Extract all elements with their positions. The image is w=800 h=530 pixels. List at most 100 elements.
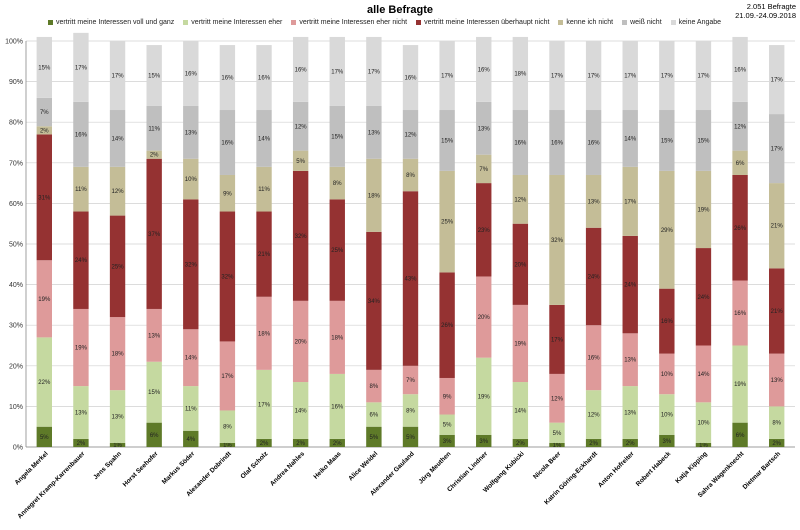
data-label: 17% [661,74,674,80]
data-label: 24% [588,274,601,280]
bar-segment [732,345,748,423]
bar-segment [256,211,272,297]
bar-segment [659,288,675,354]
data-label: 17% [75,65,88,71]
bar-segment [512,223,529,305]
data-label: 31% [38,195,51,201]
data-label: 16% [734,67,747,73]
data-label: 17% [112,74,125,80]
data-label: 25% [112,264,125,270]
bar-segment [732,174,748,281]
bar-segment [695,248,712,346]
data-label: 16% [258,76,271,82]
data-label: 19% [478,394,491,400]
bar-segment [183,329,199,387]
data-label: 13% [478,126,491,132]
bar-segment [73,308,89,387]
data-label: 9% [223,191,232,197]
data-label: 8% [223,425,232,431]
data-label: 4% [186,437,195,443]
data-label: 16% [331,404,344,410]
bar-segment [109,442,126,447]
bar-segment [219,174,236,212]
bar-segment [402,426,419,447]
bar-segment [439,170,455,273]
x-tick-label: Jörg Meuthen [417,450,452,485]
chart-legend: vertritt meine Interessen voll und ganz v… [48,19,730,26]
data-label: 10% [661,372,674,378]
bar-segment [146,105,162,151]
data-label: 32% [185,262,198,268]
bar-segment [732,422,748,447]
data-label: 32% [551,238,564,244]
x-tick-label: Olaf Scholz [239,450,270,481]
bar-segment [439,41,455,111]
bar-segment [36,97,52,127]
bar-segment [512,36,529,111]
data-label: 6% [370,413,379,419]
bar-segment [36,260,52,338]
data-label: 17% [551,337,564,343]
bar-segment [256,296,272,370]
data-label: 5% [370,435,379,441]
bar-segment [183,41,199,106]
data-label: 8% [370,384,379,390]
data-label: 32% [221,274,234,280]
x-tick-label: Alice Weidel [347,450,379,482]
bar-segment [109,390,126,443]
data-label: 3% [662,439,671,445]
bar-segment [402,191,419,366]
bar-segment [622,41,638,111]
data-label: 1% [113,443,122,449]
x-tick-label: Anton Hofreiter [597,450,636,489]
bar-segment [219,341,236,411]
bar-segment [549,41,565,111]
data-label: 15% [38,65,51,71]
data-label: 5% [296,159,305,165]
data-label: 5% [406,435,415,441]
legend-label-1: vertritt meine Interessen eher [191,19,283,26]
bar-segment [109,317,126,391]
data-label: 11% [148,126,160,132]
bar-segment [769,406,785,439]
bar-segment [695,41,712,111]
data-label: 13% [75,410,88,416]
data-label: 21% [258,252,271,258]
x-tick-label: Markus Söder [161,450,197,486]
data-label: 12% [404,132,417,138]
x-tick-label: Dietmar Bartsch [742,450,782,490]
legend-swatch-2 [291,20,297,25]
data-label: 25% [331,248,344,254]
bar-segment [769,353,785,407]
data-label: 1% [553,443,562,449]
data-label: 16% [551,141,564,147]
data-label: 17% [588,74,601,80]
survey-dates: 21.09.-24.09.2018 [735,11,796,20]
bar-segment [292,300,309,383]
y-tick-label: 100% [5,39,23,46]
data-label: 26% [734,226,747,232]
bar-segment [549,442,565,447]
data-label: 20% [514,262,527,268]
data-label: 6% [150,433,159,439]
bar-segment [329,438,345,447]
y-tick-label: 80% [9,120,23,127]
bar-segment [732,36,748,102]
bar-segment [439,110,455,171]
data-label: 16% [478,67,491,73]
data-label: 37% [148,232,161,238]
data-label: 9% [443,394,452,400]
bar-segment [146,45,162,106]
bar-segment [329,300,345,374]
data-label: 7% [406,378,415,384]
data-label: 12% [112,189,125,195]
data-label: 17% [551,74,564,80]
data-label: 17% [331,69,344,75]
data-label: 25% [441,220,454,226]
data-label: 12% [551,396,564,402]
bar-segment [769,114,785,184]
bar-segment [512,438,529,447]
data-label: 13% [368,130,381,136]
x-tick-label: Annegret Kramp-Karrenbauer [17,450,87,520]
data-label: 13% [112,415,125,421]
